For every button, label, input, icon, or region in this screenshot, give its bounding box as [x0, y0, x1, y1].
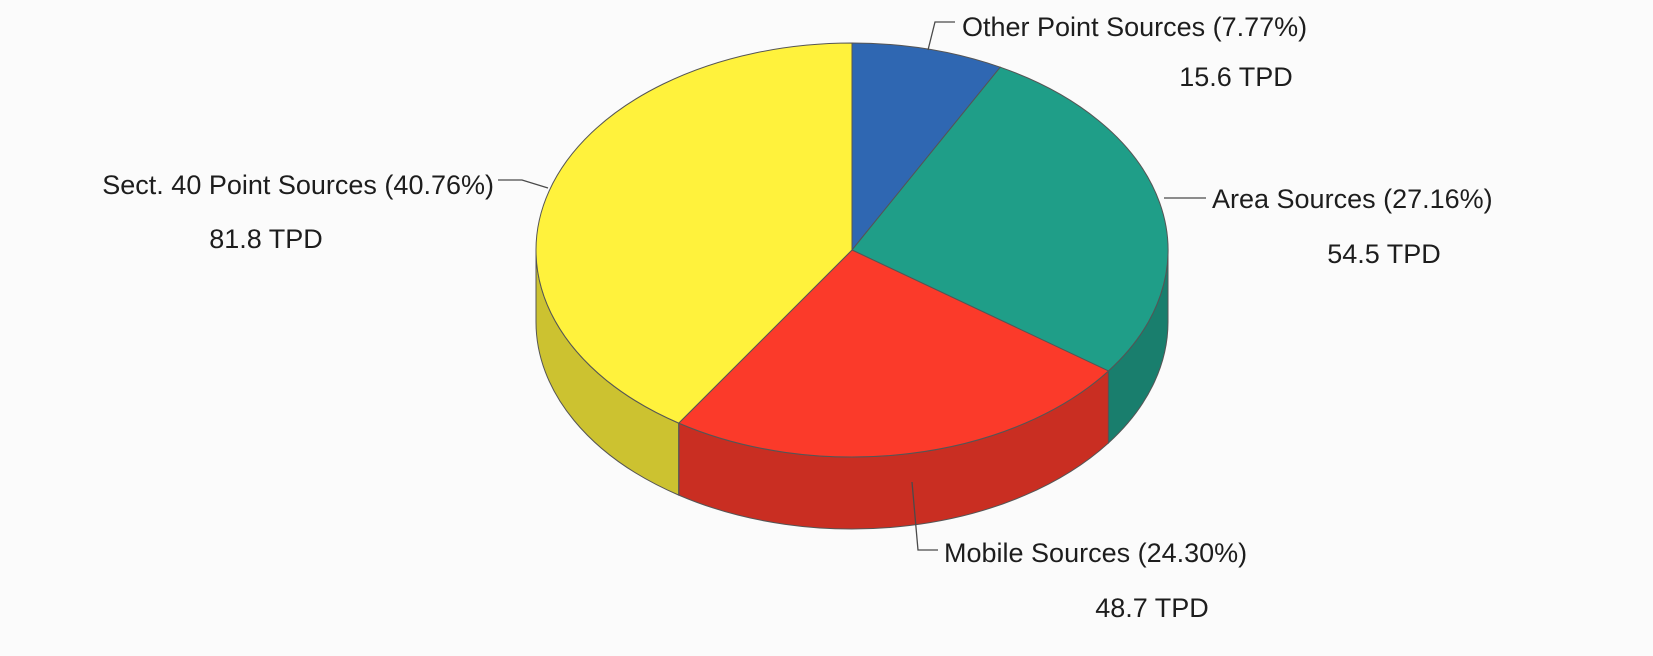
slice-label-sect-40-point-sources: Sect. 40 Point Sources (40.76%)	[102, 170, 494, 200]
slice-value-other-point-sources: 15.6 TPD	[1179, 62, 1293, 92]
pie-top-faces	[535, 42, 1169, 458]
pie-callouts: Other Point Sources (7.77%) 15.6 TPD Area …	[102, 12, 1492, 623]
pie-slice-sect-40-point-sources	[535, 42, 853, 424]
leader-line-sect-40-point-sources	[498, 179, 549, 189]
pie-slice-mobile-sources	[677, 249, 1110, 458]
slice-label-area-sources: Area Sources (27.16%)	[1212, 184, 1493, 214]
pie-slice-area-sources	[851, 66, 1169, 372]
leader-line-mobile-sources	[911, 481, 938, 551]
slice-value-area-sources: 54.5 TPD	[1327, 239, 1441, 269]
slice-value-sect-40-point-sources: 81.8 TPD	[209, 224, 323, 254]
slice-value-mobile-sources: 48.7 TPD	[1095, 593, 1209, 623]
slice-label-mobile-sources: Mobile Sources (24.30%)	[944, 538, 1247, 568]
leader-line-other-point-sources	[927, 21, 955, 51]
slice-label-other-point-sources: Other Point Sources (7.77%)	[962, 12, 1307, 42]
